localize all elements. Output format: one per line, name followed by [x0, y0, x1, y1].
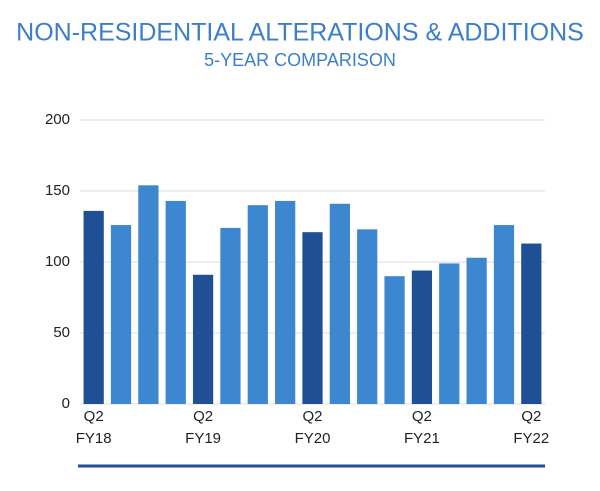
x-tick-label: Q2 FY19	[185, 408, 221, 447]
x-tick-label: Q2 FY21	[404, 408, 440, 447]
y-tick-label: 200	[45, 111, 70, 128]
y-tick-label: 50	[53, 324, 70, 341]
bar	[275, 200, 296, 404]
bar	[466, 257, 487, 404]
bar	[329, 203, 350, 404]
bar	[192, 274, 214, 404]
bar	[110, 225, 132, 404]
y-tick-label: 0	[62, 395, 70, 412]
x-tick-label: Q2 FY18	[76, 408, 112, 447]
bar	[357, 229, 378, 404]
y-tick-label: 150	[45, 182, 70, 199]
chart-title: NON-RESIDENTIAL ALTERATIONS & ADDITIONS	[16, 19, 584, 47]
x-tick-label: Q2 FY22	[513, 408, 549, 447]
bar	[493, 225, 515, 404]
bar	[220, 227, 241, 404]
bar	[138, 185, 159, 404]
bar	[384, 276, 405, 404]
bar	[521, 243, 542, 404]
bar	[439, 263, 460, 404]
chart-subtitle: 5-YEAR COMPARISON	[204, 50, 396, 70]
bar	[302, 232, 323, 404]
x-tick-label: Q2 FY20	[295, 408, 331, 447]
bar	[165, 200, 186, 404]
y-tick-label: 100	[45, 253, 70, 270]
bar	[411, 270, 433, 404]
bar	[247, 205, 268, 404]
bar	[83, 210, 104, 404]
